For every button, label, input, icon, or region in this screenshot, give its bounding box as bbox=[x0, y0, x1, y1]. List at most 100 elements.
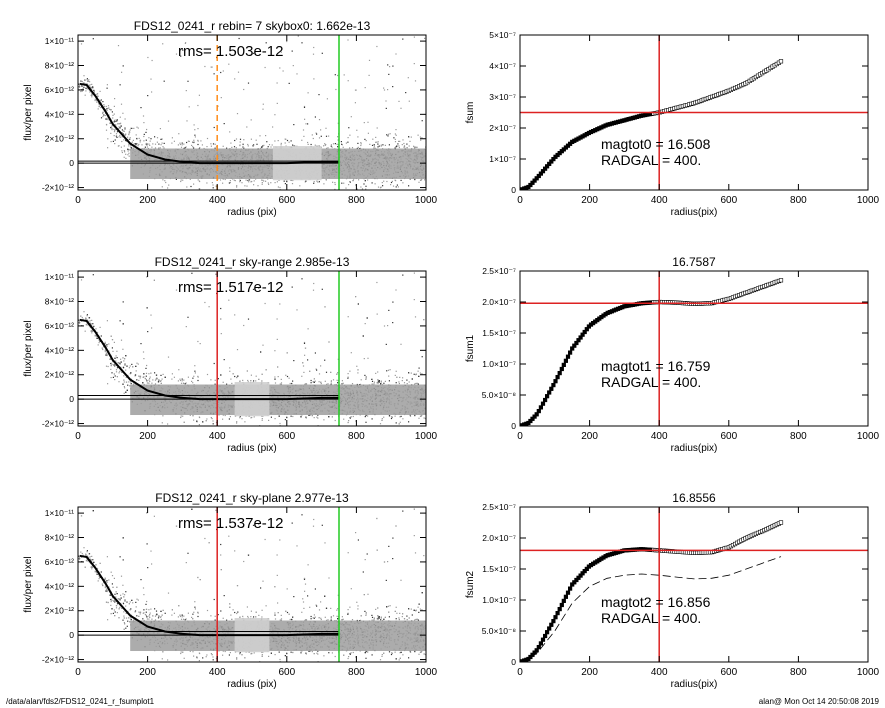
scatter-point bbox=[108, 107, 110, 109]
scatter-point bbox=[253, 416, 255, 418]
scatter-point bbox=[284, 183, 286, 185]
scatter-point bbox=[360, 144, 362, 147]
scatter-point bbox=[92, 323, 94, 325]
scatter-point bbox=[139, 375, 141, 378]
scatter-point bbox=[242, 379, 244, 381]
scatter-point bbox=[106, 108, 108, 110]
scatter-point bbox=[337, 139, 339, 141]
scatter-point bbox=[171, 378, 173, 380]
scatter-point bbox=[386, 180, 388, 183]
scatter-point bbox=[106, 345, 108, 348]
scatter-point bbox=[352, 415, 354, 418]
scatter-point bbox=[179, 378, 181, 380]
scatter-point bbox=[403, 142, 405, 145]
scatter-point bbox=[92, 87, 94, 89]
scatter-point bbox=[377, 382, 379, 384]
scatter-point bbox=[332, 181, 334, 183]
scatter-point bbox=[163, 142, 165, 144]
scatter-point bbox=[420, 179, 422, 181]
scatter-point bbox=[197, 379, 199, 382]
x-tick-label: 1000 bbox=[415, 195, 438, 206]
scatter-point bbox=[384, 380, 386, 382]
scatter-point bbox=[120, 358, 122, 360]
scatter-point bbox=[96, 331, 99, 334]
scatter-point bbox=[397, 186, 399, 188]
scatter-point bbox=[413, 145, 415, 147]
scatter-point bbox=[198, 188, 200, 190]
scatter-point bbox=[120, 125, 122, 127]
scatter-point bbox=[193, 142, 195, 144]
scatter-point bbox=[301, 42, 303, 44]
scatter-point bbox=[149, 144, 151, 146]
scatter-point bbox=[408, 381, 410, 383]
scatter-point bbox=[357, 142, 359, 144]
scatter-point bbox=[246, 126, 248, 128]
scatter-point bbox=[414, 316, 417, 318]
scatter-point bbox=[363, 122, 365, 124]
scatter-point bbox=[143, 135, 145, 138]
scatter-point bbox=[395, 146, 397, 148]
scatter-point bbox=[162, 179, 164, 181]
scatter-point bbox=[337, 146, 339, 148]
scatter-point bbox=[139, 141, 141, 143]
scatter-point bbox=[192, 382, 194, 384]
scatter-point bbox=[143, 383, 145, 386]
scatter-point bbox=[395, 186, 397, 188]
scatter-point bbox=[347, 377, 349, 379]
scatter-point bbox=[85, 319, 87, 321]
scatter-point bbox=[284, 142, 286, 144]
scatter-point bbox=[374, 183, 376, 185]
scatter-point bbox=[276, 102, 278, 104]
scatter-point bbox=[331, 146, 333, 148]
scatter-point bbox=[402, 377, 404, 379]
scatter-point bbox=[363, 183, 365, 185]
scatter-point bbox=[399, 421, 401, 423]
scatter-point bbox=[120, 125, 122, 127]
scatter-point bbox=[112, 117, 114, 119]
scatter-point bbox=[326, 383, 328, 385]
scatter-point bbox=[234, 139, 236, 142]
scatter-point bbox=[414, 80, 417, 82]
scatter-point bbox=[127, 374, 129, 376]
scatter-point bbox=[183, 379, 185, 381]
scatter-point bbox=[143, 140, 145, 142]
scatter-point bbox=[145, 131, 147, 133]
scatter-point bbox=[304, 118, 306, 120]
scatter-point bbox=[214, 147, 216, 149]
scatter-point bbox=[286, 139, 289, 142]
scatter-point bbox=[136, 137, 138, 140]
scatter-point bbox=[103, 114, 105, 116]
scatter-point bbox=[180, 146, 183, 148]
scatter-point bbox=[303, 341, 306, 344]
plot-area bbox=[78, 271, 426, 426]
scatter-point bbox=[276, 338, 278, 340]
scatter-point bbox=[288, 141, 290, 143]
scatter-point bbox=[128, 131, 130, 133]
scatter-point bbox=[389, 66, 391, 68]
scatter-point bbox=[110, 141, 112, 143]
scatter-point bbox=[356, 365, 358, 367]
scatter-point bbox=[383, 416, 385, 418]
scatter-point bbox=[334, 182, 336, 184]
scatter-point bbox=[243, 88, 245, 91]
scatter-point bbox=[229, 367, 231, 369]
scatter-point bbox=[105, 365, 108, 367]
scatter-point bbox=[239, 416, 241, 418]
scatter-point bbox=[130, 146, 132, 149]
scatter-point bbox=[274, 376, 276, 378]
scatter-point bbox=[239, 141, 241, 143]
scatter-point bbox=[85, 90, 87, 92]
scatter-point bbox=[113, 113, 115, 115]
scatter-point bbox=[297, 35, 299, 37]
scatter-point bbox=[400, 415, 402, 417]
scatter-point bbox=[301, 139, 303, 141]
scatter-point bbox=[111, 125, 113, 127]
scatter-point bbox=[191, 144, 193, 146]
scatter-point bbox=[194, 134, 196, 136]
scatter-point bbox=[252, 144, 254, 147]
scatter-point bbox=[143, 133, 145, 135]
scatter-point bbox=[100, 335, 102, 337]
scatter-point bbox=[320, 365, 322, 367]
y-tick-label: 4×10⁻⁷ bbox=[489, 61, 516, 71]
scatter-point bbox=[124, 128, 126, 130]
